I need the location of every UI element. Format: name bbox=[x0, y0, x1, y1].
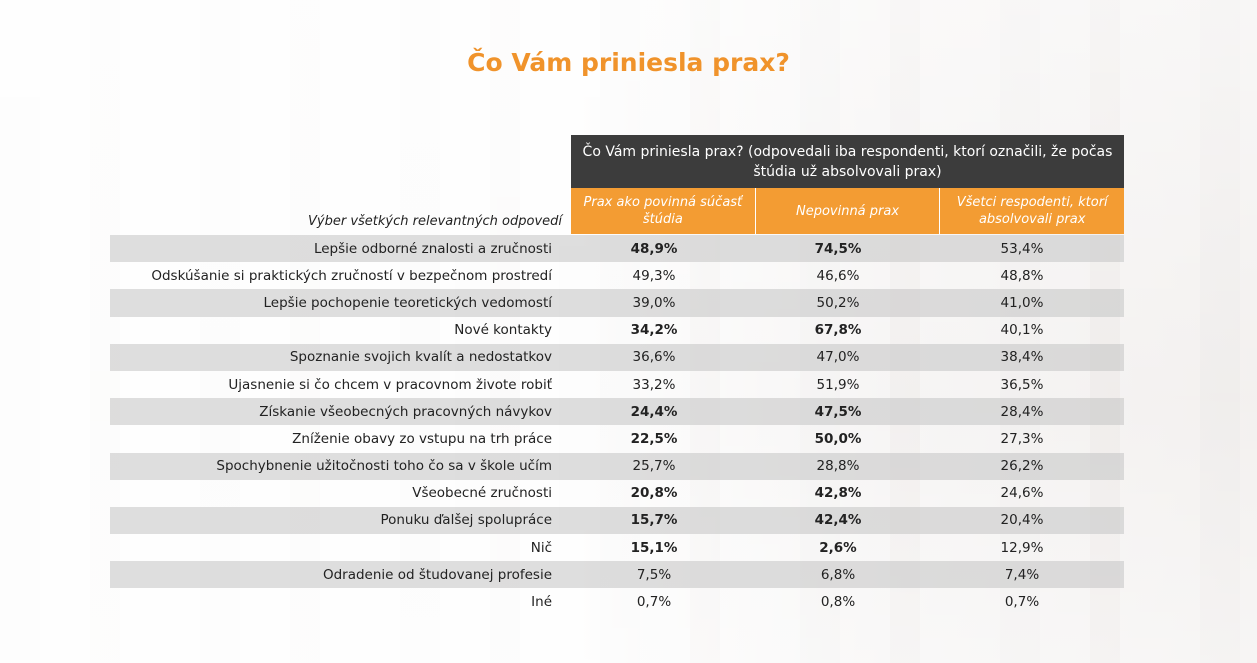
row-value-col2: 50,2% bbox=[816, 294, 860, 311]
row-label: Ujasnenie si čo chcem v pracovnom živote… bbox=[228, 376, 552, 393]
table-row: Spochybnenie užitočnosti toho čo sa v šk… bbox=[110, 452, 1124, 480]
row-value-col2: 6,8% bbox=[820, 566, 856, 583]
row-value-col3: 26,2% bbox=[1000, 458, 1044, 475]
row-label: Lepšie odborné znalosti a zručnosti bbox=[313, 240, 552, 257]
row-value-col1: 15,7% bbox=[630, 512, 678, 529]
row-value-col1: 49,3% bbox=[632, 267, 676, 284]
row-value-col3: 27,3% bbox=[1000, 430, 1044, 447]
row-value-col2: 74,5% bbox=[814, 240, 862, 257]
row-value-col3: 53,4% bbox=[1000, 240, 1044, 257]
row-value-col3: 38,4% bbox=[1000, 349, 1044, 366]
table-column-headers: Prax ako povinná súčasť štúdia Nepovinná… bbox=[571, 188, 1124, 234]
row-value-col2: 2,6% bbox=[819, 539, 857, 556]
row-value-col1: 24,4% bbox=[630, 403, 678, 420]
row-value-col2: 42,8% bbox=[814, 485, 862, 502]
table-row: Spoznanie svojich kvalít a nedostatkov 36… bbox=[110, 343, 1124, 371]
row-label: Nové kontakty bbox=[454, 322, 552, 339]
row-value-col2: 51,9% bbox=[816, 376, 860, 393]
column-header-mandatory: Prax ako povinná súčasť štúdia bbox=[571, 188, 756, 234]
row-value-col2: 46,6% bbox=[816, 267, 860, 284]
row-label: Zníženie obavy zo vstupu na trh práce bbox=[292, 430, 552, 447]
row-value-col1: 39,0% bbox=[632, 294, 676, 311]
row-value-col3: 12,9% bbox=[1000, 539, 1044, 556]
row-label: Spochybnenie užitočnosti toho čo sa v šk… bbox=[216, 458, 552, 475]
row-label: Získanie všeobecných pracovných návykov bbox=[259, 403, 552, 420]
row-value-col1: 15,1% bbox=[630, 539, 678, 556]
row-label: Odradenie od študovanej profesie bbox=[322, 566, 552, 583]
row-value-col2: 28,8% bbox=[816, 458, 860, 475]
table-row: Ujasnenie si čo chcem v pracovnom živote… bbox=[110, 371, 1124, 398]
row-value-col2: 67,8% bbox=[814, 322, 862, 339]
row-value-col3: 48,8% bbox=[1000, 267, 1044, 284]
row-value-col2: 50,0% bbox=[814, 430, 862, 447]
row-value-col1: 34,2% bbox=[630, 322, 678, 339]
row-value-col1: 0,7% bbox=[636, 594, 672, 611]
row-value-col3: 28,4% bbox=[1000, 403, 1044, 420]
table-row: Iné 0,7% 0,8% 0,7% bbox=[110, 588, 1124, 615]
column-header-optional: Nepovinná prax bbox=[756, 188, 941, 234]
row-value-col1: 25,7% bbox=[632, 458, 676, 475]
slide-title: Čo Vám priniesla prax? bbox=[467, 48, 790, 77]
row-value-col1: 36,6% bbox=[632, 349, 676, 366]
table-body: Lepšie odborné znalosti a zručnosti 48,9%… bbox=[110, 235, 1124, 616]
table-row: Odskúšanie si praktických zručností v be… bbox=[110, 262, 1124, 289]
table-row: Nič 15,1% 2,6% 12,9% bbox=[110, 534, 1124, 561]
row-value-col1: 48,9% bbox=[630, 240, 678, 257]
row-value-col3: 41,0% bbox=[1000, 294, 1044, 311]
row-value-col3: 7,4% bbox=[1004, 566, 1040, 583]
row-value-col1: 7,5% bbox=[636, 566, 672, 583]
row-value-col3: 40,1% bbox=[1000, 322, 1044, 339]
table-group-header: Čo Vám priniesla prax? (odpovedali iba r… bbox=[571, 135, 1124, 188]
row-label: Všeobecné zručnosti bbox=[412, 485, 552, 502]
row-value-col2: 47,5% bbox=[814, 403, 862, 420]
row-value-col2: 0,8% bbox=[820, 594, 856, 611]
row-label: Odskúšanie si praktických zručností v be… bbox=[151, 267, 552, 284]
row-value-col3: 20,4% bbox=[1000, 512, 1044, 529]
row-value-col2: 42,4% bbox=[814, 512, 862, 529]
table-row: Zníženie obavy zo vstupu na trh práce 22,… bbox=[110, 425, 1124, 452]
row-value-col3: 24,6% bbox=[1000, 485, 1044, 502]
row-value-col3: 36,5% bbox=[1000, 376, 1044, 393]
table-row: Nové kontakty 34,2% 67,8% 40,1% bbox=[110, 317, 1124, 344]
row-label: Iné bbox=[531, 594, 552, 611]
table-row: Získanie všeobecných pracovných návykov 2… bbox=[110, 398, 1124, 426]
row-label: Nič bbox=[530, 539, 552, 556]
row-label: Ponuku ďalšej spolupráce bbox=[380, 512, 552, 529]
table-row: Lepšie odborné znalosti a zručnosti 48,9%… bbox=[110, 235, 1124, 263]
column-header-all: Všetci respodenti, ktorí absolvovali pra… bbox=[956, 195, 1108, 227]
row-value-col1: 20,8% bbox=[630, 485, 678, 502]
row-label: Lepšie pochopenie teoretických vedomostí bbox=[263, 294, 552, 311]
row-label: Spoznanie svojich kvalít a nedostatkov bbox=[289, 349, 552, 366]
row-value-col3: 0,7% bbox=[1004, 594, 1040, 611]
table-row: Odradenie od študovanej profesie 7,5% 6,8%… bbox=[110, 561, 1124, 589]
table-row: Ponuku ďalšej spolupráce 15,7% 42,4% 20,4% bbox=[110, 506, 1124, 535]
table-row: Lepšie pochopenie teoretických vedomostí… bbox=[110, 289, 1124, 317]
table-row: Všeobecné zručnosti 20,8% 42,8% 24,6% bbox=[110, 480, 1124, 507]
row-value-col1: 33,2% bbox=[632, 376, 676, 393]
row-value-col1: 22,5% bbox=[630, 430, 678, 447]
row-value-col2: 47,0% bbox=[816, 349, 860, 366]
row-header-label: Výber všetkých relevantných odpovedí bbox=[308, 214, 562, 229]
